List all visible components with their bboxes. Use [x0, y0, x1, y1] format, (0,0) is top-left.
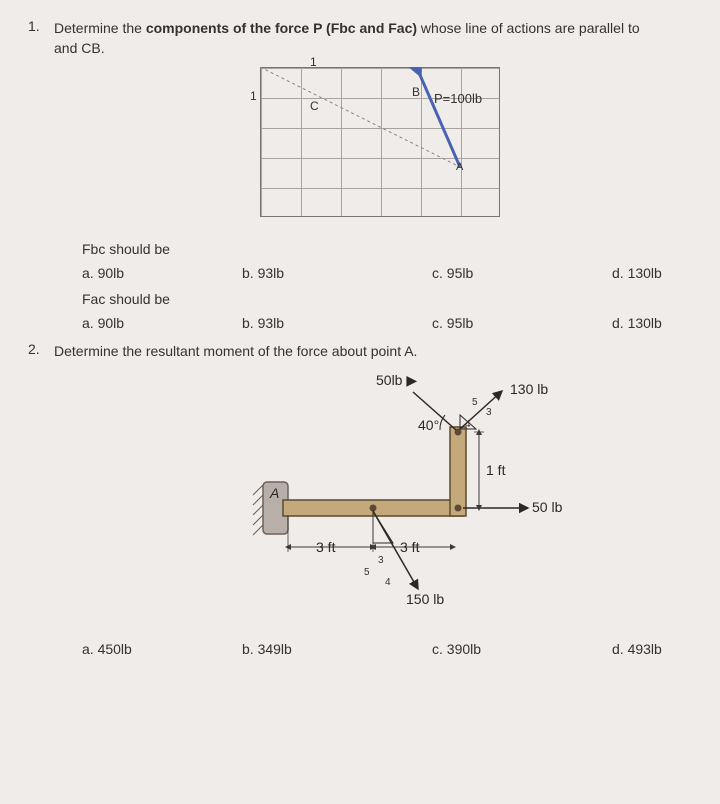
fac-prompt: Fac should be	[82, 291, 720, 307]
fig2-3ft-2: 3 ft	[400, 539, 419, 555]
tri-5b: 5	[364, 567, 370, 578]
fbc-choice-d: d. 130lb	[612, 265, 662, 281]
q2-row: 2. Determine the resultant moment of the…	[28, 341, 720, 361]
fac-choice-c: c. 95lb	[432, 315, 612, 331]
fbc-choice-b: b. 93lb	[242, 265, 432, 281]
fig1-p-label: P=100lb	[434, 91, 482, 106]
fac-choice-a: a. 90lb	[82, 315, 242, 331]
tri-4a: 4	[465, 419, 471, 430]
fac-choice-d: d. 130lb	[612, 315, 662, 331]
fig2-50lb-right: 50 lb	[532, 499, 562, 515]
q1-post: whose line of actions are parallel to	[417, 20, 640, 36]
fbc-choice-a: a. 90lb	[82, 265, 242, 281]
q1-bold: components of the force P (Fbc and Fac)	[146, 20, 417, 36]
fig2-3ft-1: 3 ft	[316, 539, 335, 555]
q1-line2: and CB.	[54, 40, 105, 56]
q1-row: 1. Determine the components of the force…	[28, 18, 720, 59]
q2-figure: A 3 ft 3 ft 1 ft 40° 50lb ▶ 50 lb 130 lb…	[228, 367, 588, 627]
fac-choices: a. 90lb b. 93lb c. 95lb d. 130lb	[82, 315, 720, 331]
fbc-choice-c: c. 95lb	[432, 265, 612, 281]
fbc-prompt: Fbc should be	[82, 241, 720, 257]
fig1-c-label: C	[310, 99, 319, 113]
q2-choice-a: a. 450lb	[82, 641, 242, 657]
q2-text: Determine the resultant moment of the fo…	[54, 341, 720, 361]
fig2-130lb: 130 lb	[510, 381, 548, 397]
fig2-50lb-top: 50lb ▶	[376, 372, 417, 389]
q2-choice-d: d. 493lb	[612, 641, 662, 657]
fig2-40deg: 40°	[418, 417, 439, 433]
fig1-a-label: A	[456, 161, 463, 173]
fig2-A: A	[270, 485, 279, 501]
fig2-1ft: 1 ft	[486, 462, 505, 478]
fig2-svg	[228, 367, 588, 627]
tri-5a: 5	[472, 397, 478, 408]
fig2-150lb: 150 lb	[406, 591, 444, 607]
q1-pre: Determine the	[54, 20, 146, 36]
tri-3b: 3	[378, 555, 384, 566]
q2-choice-b: b. 349lb	[242, 641, 432, 657]
fig1-b-label: B	[412, 85, 420, 99]
q1-figure: 1 1 C B A P=100lb	[260, 67, 500, 227]
q2-choices: a. 450lb b. 349lb c. 390lb d. 493lb	[82, 641, 720, 657]
q1-number: 1.	[28, 18, 54, 59]
q2-number: 2.	[28, 341, 54, 361]
q2-choice-c: c. 390lb	[432, 641, 612, 657]
fbc-choices: a. 90lb b. 93lb c. 95lb d. 130lb	[82, 265, 720, 281]
q1-text: Determine the components of the force P …	[54, 18, 720, 59]
tri-4b: 4	[385, 577, 391, 588]
tri-3a: 3	[486, 407, 492, 418]
fig1-ylabel: 1	[250, 89, 257, 103]
fac-choice-b: b. 93lb	[242, 315, 432, 331]
